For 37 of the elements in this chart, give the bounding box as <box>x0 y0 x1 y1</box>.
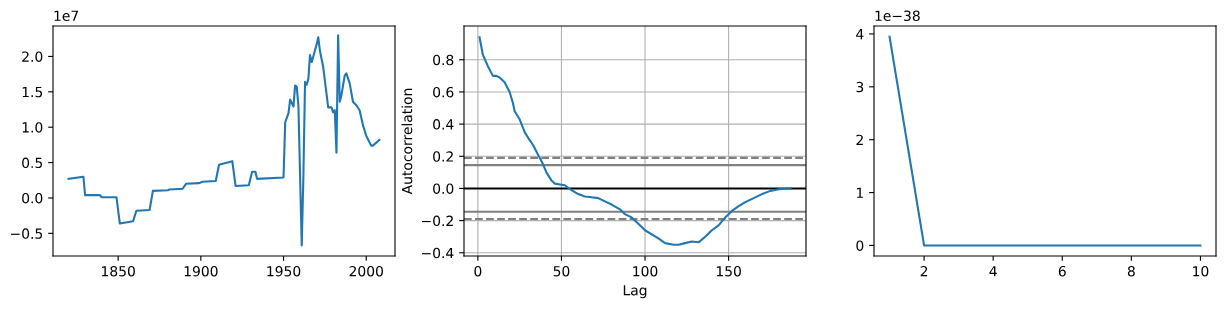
x-tick-label: 10 <box>1193 265 1209 277</box>
x-tick-label: 8 <box>1127 265 1135 277</box>
y-tick-label: 0.6 <box>433 86 454 98</box>
text: 1e−38 <box>875 10 920 22</box>
y-tick-label: 3 <box>856 81 864 93</box>
y-tick-label: 1.0 <box>22 122 43 133</box>
y-tick-label: 2 <box>856 134 863 145</box>
x-tick-label: 50 <box>553 265 570 277</box>
line-series <box>478 36 792 246</box>
y-tick-label: 2.0 <box>22 51 43 62</box>
y-tick-label: 0.2 <box>433 151 453 162</box>
x-tick-label: 2 <box>920 265 928 277</box>
y-tick-label: 4 <box>856 29 864 40</box>
line-series <box>67 34 381 247</box>
y-tick-label: −0.2 <box>422 215 453 227</box>
x-tick-label: 6 <box>1058 265 1066 277</box>
x-axis-title: Lag <box>623 285 647 299</box>
y-tick-label: 0.4 <box>433 119 454 130</box>
x-tick-label: 1950 <box>267 265 301 277</box>
y-tick-label: 0.8 <box>433 54 454 66</box>
x-tick-label: 4 <box>989 266 997 277</box>
y-tick-label: 0 <box>856 240 864 251</box>
y-tick-label: 0.0 <box>433 183 454 194</box>
y-tick-label: 1 <box>856 187 863 198</box>
y-axis-title: Autocorrelation <box>401 88 413 195</box>
x-tick-label: 150 <box>716 265 741 277</box>
y-tick-label: 1.5 <box>22 86 43 98</box>
x-tick-label: 1850 <box>102 265 135 277</box>
x-tick-label: 100 <box>633 265 658 277</box>
text: 1e7 <box>54 10 79 22</box>
y-tick-label: −0.5 <box>11 228 43 239</box>
y-tick-label: 0.0 <box>22 192 43 204</box>
x-tick-label: 2000 <box>349 265 383 277</box>
x-tick-label: 0 <box>474 265 482 277</box>
x-tick-label: 1900 <box>184 265 218 277</box>
y-tick-label: 0.5 <box>22 157 43 169</box>
y-tick-label: −0.4 <box>422 247 454 259</box>
